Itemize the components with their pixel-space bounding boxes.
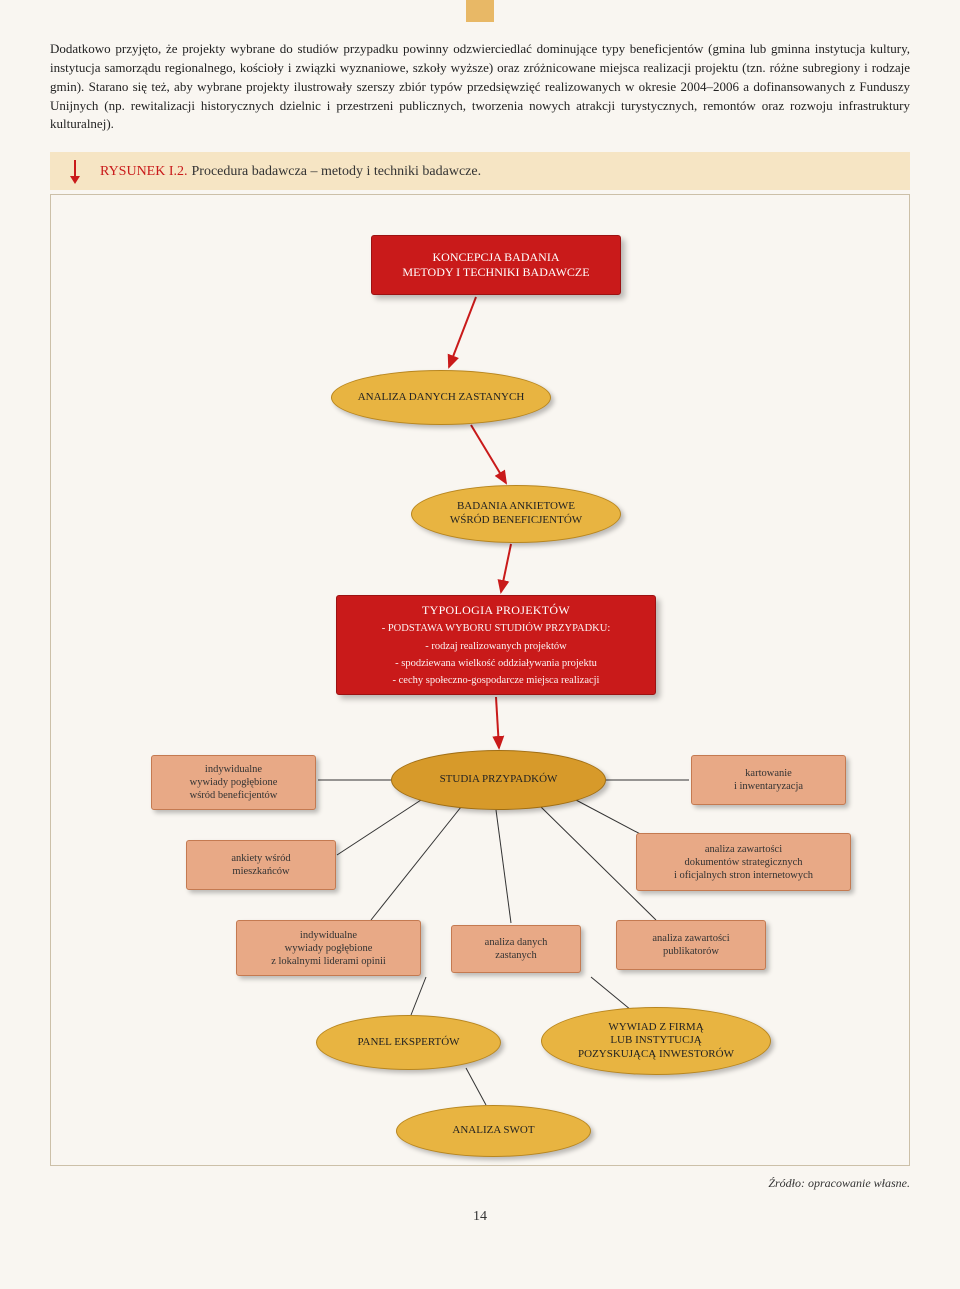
intro-paragraph: Dodatkowo przyjęto, że projekty wybrane … [50,40,910,134]
node-analiza_publikatorow: analiza zawartościpublikatorów [616,920,766,970]
page-top-tab [466,0,494,22]
node-studia_przypadkow: STUDIA PRZYPADKÓW [391,750,606,810]
node-analiza_danych_zastanych_top: ANALIZA DANYCH ZASTANYCH [331,370,551,425]
node-indywidualne_ben: indywidualnewywiady pogłębionewśród bene… [151,755,316,810]
node-wywiad_firma: WYWIAD Z FIRMĄLUB INSTYTUCJĄPOZYSKUJĄCĄ … [541,1007,771,1075]
node-badania_ankietowe: BADANIA ANKIETOWEWŚRÓD BENEFICJENTÓW [411,485,621,543]
source-note: Źródło: opracowanie własne. [50,1176,910,1191]
node-analiza_dok: analiza zawartościdokumentów strategiczn… [636,833,851,891]
node-kartowanie: kartowaniei inwentaryzacja [691,755,846,805]
node-ankiety_mieszk: ankiety wśródmieszkańców [186,840,336,890]
page-number: 14 [50,1209,910,1225]
node-koncepcja: KONCEPCJA BADANIAMETODY I TECHNIKI BADAW… [371,235,621,295]
node-indywidualne_lider: indywidualnewywiady pogłębionez lokalnym… [236,920,421,976]
node-analiza_swot: ANALIZA SWOT [396,1105,591,1157]
figure-label: RYSUNEK I.2. [100,164,188,179]
flowchart-diagram: KONCEPCJA BADANIAMETODY I TECHNIKI BADAW… [71,225,889,1145]
diagram-frame: KONCEPCJA BADANIAMETODY I TECHNIKI BADAW… [50,194,910,1166]
figure-caption: Procedura badawcza – metody i techniki b… [192,164,482,179]
node-typologia: TYPOLOGIA PROJEKTÓW- PODSTAWA WYBORU STU… [336,595,656,695]
node-panel_ekspertow: PANEL EKSPERTÓW [316,1015,501,1070]
node-analiza_danych_zast_mid: analiza danychzastanych [451,925,581,973]
page-content: Dodatkowo przyjęto, że projekty wybrane … [0,0,960,1255]
figure-title-bar: RYSUNEK I.2. Procedura badawcza – metody… [50,152,910,190]
